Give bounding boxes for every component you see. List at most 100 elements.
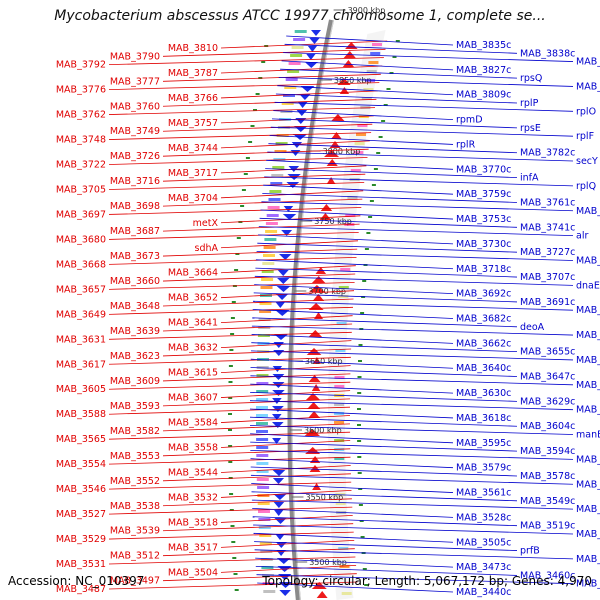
gene-label-left: MAB_3605 (56, 384, 106, 395)
feature-block (259, 302, 272, 305)
gene-label-right: MAB_3670c (576, 330, 600, 341)
tick-mark (369, 200, 374, 202)
gene-arrow-forward (320, 204, 333, 211)
leader-line-right (255, 267, 518, 278)
feature-block (259, 534, 272, 537)
gene-label-left: MAB_3787 (168, 68, 218, 79)
tick-mark (230, 333, 235, 335)
leader-line-right (252, 516, 518, 527)
feature-block (262, 574, 274, 577)
feature-block (336, 322, 347, 325)
leader-line-left (162, 248, 358, 257)
gene-arrow-reverse (275, 302, 286, 308)
feature-block (264, 238, 277, 241)
leader-line-left (108, 207, 362, 215)
gene-label-right: MAB_3750c (576, 206, 600, 217)
leader-line-right (269, 135, 454, 145)
gene-arrow-reverse (273, 502, 285, 508)
tick-mark (368, 216, 373, 218)
feature-block (256, 422, 268, 425)
feature-block (335, 349, 346, 352)
gene-arrow-forward (312, 294, 325, 301)
leader-line-left (220, 390, 351, 398)
leader-line-left (108, 456, 351, 465)
gene-label-left: MAB_3810 (168, 43, 218, 54)
tick-mark (360, 536, 365, 538)
leader-line-left (220, 440, 351, 448)
tick-mark (373, 168, 378, 170)
leader-line-right (257, 242, 518, 253)
tick-mark (229, 509, 234, 511)
leader-line-left (108, 431, 351, 440)
kbp-tick-label: 3500 kbp (309, 558, 347, 567)
leader-line-right (250, 358, 454, 369)
gene-arrow-reverse (273, 350, 285, 356)
tick-mark (241, 189, 246, 191)
tick-mark (234, 269, 239, 271)
feature-block (285, 78, 298, 81)
leader-line-left (108, 406, 351, 415)
gene-label-left: MAB_3607 (168, 393, 218, 404)
gene-label-left: MAB_3532 (168, 492, 218, 503)
feature-block (266, 214, 279, 217)
leader-line-right (258, 226, 574, 237)
leader-line-right (251, 342, 518, 353)
backbone-highlight (291, 19, 335, 600)
leader-line-left (162, 548, 355, 557)
feature-block (256, 454, 269, 457)
gene-arrow-reverse (282, 214, 297, 220)
gene-label-left: MAB_3760 (110, 101, 160, 112)
leader-line-right (262, 193, 518, 203)
gene-label-left: MAB_3687 (110, 226, 160, 237)
gene-label-right: MAB_3692c (456, 289, 511, 300)
tick-mark (362, 280, 367, 282)
leader-line-left (108, 306, 354, 315)
kbp-tick-label: 3900 kbp (348, 6, 386, 15)
gene-arrow-reverse (272, 470, 286, 476)
leader-line-left (108, 531, 354, 540)
feature-block (256, 414, 268, 417)
leader-line-left (162, 373, 351, 382)
gene-label-right: MAB_3809c (456, 90, 511, 101)
feature-block (262, 262, 275, 265)
feature-block (258, 526, 271, 529)
gene-label-right: MAB_3505c (456, 537, 511, 548)
tick-mark (231, 541, 236, 543)
leader-line-left (162, 473, 351, 482)
gene-label-right: MAB_3460c (520, 570, 575, 581)
feature-block (259, 542, 272, 545)
gene-arrow-reverse (275, 542, 287, 548)
tick-mark (230, 525, 235, 527)
feature-block (260, 550, 273, 553)
feature-block (256, 470, 269, 473)
feature-block (256, 462, 269, 465)
leader-line-right (270, 126, 574, 137)
tick-mark (231, 301, 236, 303)
gene-arrow-reverse (283, 206, 294, 212)
leader-line-right (267, 151, 574, 162)
leader-line-left (162, 398, 351, 407)
gene-label-right: MAB_3528c (456, 512, 511, 523)
tick-mark (364, 248, 369, 250)
gene-label-right: manB (576, 430, 600, 441)
leader-line-left (162, 98, 377, 107)
gene-label-left: MAB_3705 (56, 184, 106, 195)
leader-line-right (264, 176, 574, 187)
gene-label-right: prfB (520, 546, 540, 557)
feature-block (354, 142, 365, 145)
tick-mark (240, 205, 245, 207)
gene-arrow-reverse (272, 422, 284, 428)
leader-line-left (108, 282, 355, 290)
kbp-tick-label: 3550 kbp (306, 493, 344, 502)
feature-block (256, 390, 269, 393)
feature-block (256, 438, 269, 441)
gene-label-left: MAB_3609 (110, 376, 160, 387)
gene-label-left: MAB_3504 (168, 567, 218, 578)
leader-line-left (108, 232, 359, 240)
feature-block (256, 398, 269, 401)
leader-line-left (162, 198, 363, 207)
feature-block (353, 151, 364, 154)
tick-mark (234, 589, 239, 591)
gene-arrow-forward (331, 132, 342, 139)
gene-label-right: MAB_3718c (456, 264, 511, 275)
